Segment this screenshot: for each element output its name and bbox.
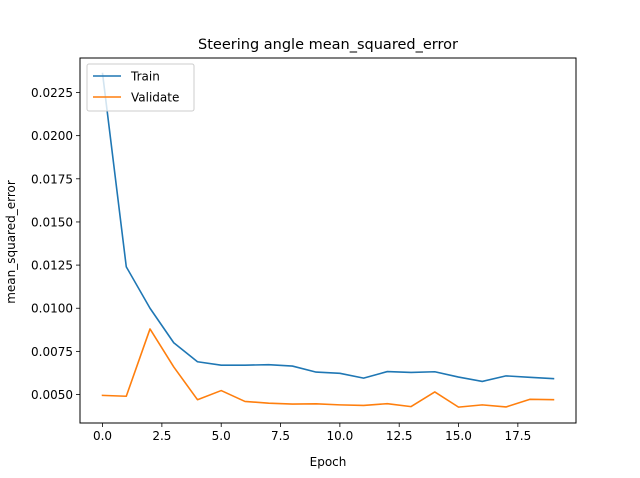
y-tick-label: 0.0200 bbox=[31, 129, 73, 143]
y-tick-label: 0.0125 bbox=[31, 259, 73, 273]
legend: Train Validate bbox=[86, 63, 195, 112]
x-tick-label: 10.0 bbox=[327, 429, 354, 443]
x-axis-label: Epoch bbox=[310, 455, 347, 469]
series-layer bbox=[101, 72, 555, 408]
x-tick-label: 5.0 bbox=[212, 429, 231, 443]
x-tick-label: 17.5 bbox=[504, 429, 531, 443]
y-tick-label: 0.0225 bbox=[31, 86, 73, 100]
series-line-train bbox=[101, 72, 555, 383]
y-tick-label: 0.0050 bbox=[31, 388, 73, 402]
y-tick-label: 0.0175 bbox=[31, 172, 73, 186]
y-axis-ticks: 0.0050 0.0075 0.0100 0.0125 0.0150 0.0175 0.02… bbox=[31, 86, 80, 402]
plot-frame bbox=[79, 57, 577, 424]
x-tick-label: 2.5 bbox=[152, 429, 171, 443]
legend-label-validate: Validate bbox=[131, 91, 179, 105]
y-tick-label: 0.0075 bbox=[31, 345, 73, 359]
x-tick-label: 0.0 bbox=[93, 429, 112, 443]
x-axis-ticks: 0.0 2.5 5.0 7.5 10.0 12.5 15.0 17.5 bbox=[93, 423, 531, 443]
chart-title: Steering angle mean_squared_error bbox=[198, 37, 458, 53]
x-tick-label: 7.5 bbox=[271, 429, 290, 443]
x-tick-label: 15.0 bbox=[445, 429, 472, 443]
y-tick-label: 0.0150 bbox=[31, 215, 73, 229]
y-tick-label: 0.0100 bbox=[31, 302, 73, 316]
x-tick-label: 12.5 bbox=[386, 429, 413, 443]
y-axis-label: mean_squared_error bbox=[4, 180, 18, 304]
legend-label-train: Train bbox=[130, 70, 160, 84]
series-line-validate bbox=[101, 328, 555, 408]
